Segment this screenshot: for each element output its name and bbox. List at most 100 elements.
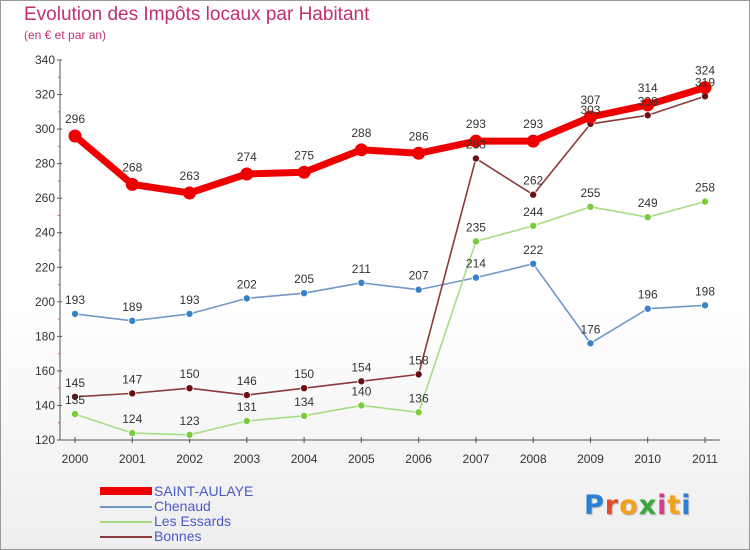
data-label: 314	[638, 81, 658, 95]
data-point	[242, 294, 251, 303]
data-label: 244	[523, 205, 543, 219]
data-point	[412, 146, 426, 160]
data-point	[357, 278, 366, 287]
data-label: 207	[409, 269, 429, 283]
page-title: Evolution des Impôts locaux par Habitant	[24, 4, 370, 25]
data-label: 222	[523, 243, 543, 257]
y-tick-label: 200	[35, 295, 55, 309]
data-label: 268	[122, 160, 142, 174]
data-point	[469, 134, 483, 148]
data-point	[643, 213, 652, 222]
x-tick-label: 2009	[577, 452, 604, 466]
logo-letter: P	[584, 490, 605, 521]
data-label: 235	[466, 220, 486, 234]
data-label: 293	[523, 117, 543, 131]
x-tick-label: 2007	[463, 452, 490, 466]
data-label: 205	[294, 272, 314, 286]
series-line	[74, 200, 706, 436]
data-point	[643, 111, 652, 120]
data-point	[701, 197, 710, 206]
data-label: 135	[65, 393, 85, 407]
x-tick-label: 2000	[62, 452, 89, 466]
data-point	[471, 273, 480, 282]
data-label: 123	[180, 414, 200, 428]
data-label: 255	[580, 186, 600, 200]
x-tick-label: 2001	[119, 452, 146, 466]
data-label: 134	[294, 395, 314, 409]
data-point	[414, 408, 423, 417]
data-label: 150	[294, 367, 314, 381]
data-point	[586, 202, 595, 211]
data-label: 214	[466, 257, 486, 271]
data-point	[471, 154, 480, 163]
data-point	[529, 190, 538, 199]
data-point	[529, 221, 538, 230]
data-point	[128, 316, 137, 325]
data-point	[414, 370, 423, 379]
data-label: 283	[466, 137, 486, 151]
data-point	[529, 259, 538, 268]
data-point	[71, 309, 80, 318]
logo-letter: o	[619, 490, 639, 521]
data-label: 303	[580, 103, 600, 117]
data-point	[701, 301, 710, 310]
data-point	[354, 143, 368, 157]
logo-letter: i	[657, 490, 668, 521]
data-label: 286	[409, 129, 429, 143]
legend-swatch-saint-aulaye	[100, 487, 152, 495]
data-label: 288	[351, 126, 371, 140]
y-tick-label: 240	[35, 226, 55, 240]
data-label: 124	[122, 412, 142, 426]
data-point	[240, 167, 254, 181]
data-label: 319	[695, 75, 715, 89]
proxiti-logo: Proxiti	[584, 490, 692, 521]
data-point	[643, 304, 652, 313]
y-tick-label: 180	[35, 329, 55, 343]
data-point	[128, 389, 137, 398]
data-point	[185, 384, 194, 393]
y-tick-label: 260	[35, 191, 55, 205]
data-label: 131	[237, 400, 257, 414]
y-tick-label: 120	[35, 433, 55, 447]
data-point	[300, 411, 309, 420]
data-label: 136	[409, 391, 429, 405]
data-label: 258	[695, 181, 715, 195]
page-subtitle: (en € et par an)	[24, 28, 107, 42]
legend-swatch-bonnes	[100, 536, 152, 538]
x-tick-label: 2003	[233, 452, 260, 466]
data-point	[300, 384, 309, 393]
data-label: 154	[351, 360, 371, 374]
data-label: 193	[65, 293, 85, 307]
data-label: 249	[638, 196, 658, 210]
y-tick-label: 320	[35, 88, 55, 102]
data-point	[583, 110, 597, 124]
data-label: 308	[638, 94, 658, 108]
x-tick-label: 2005	[348, 452, 375, 466]
data-point	[357, 401, 366, 410]
y-tick-label: 160	[35, 364, 55, 378]
data-label: 211	[352, 262, 371, 276]
logo-letter: r	[604, 490, 620, 521]
series-line	[74, 95, 706, 398]
data-label: 176	[580, 322, 600, 336]
data-label: 296	[65, 112, 85, 126]
data-point	[185, 309, 194, 318]
data-point	[183, 186, 197, 200]
data-point	[71, 392, 80, 401]
data-label: 198	[695, 284, 715, 298]
data-point	[128, 429, 137, 438]
data-point	[471, 237, 480, 246]
data-label: 150	[180, 367, 200, 381]
x-tick-label: 2002	[176, 452, 203, 466]
data-label: 147	[122, 372, 142, 386]
data-point	[125, 177, 139, 191]
data-point	[242, 391, 251, 400]
legend-swatch-les-essards	[100, 521, 152, 523]
data-label: 274	[237, 150, 257, 164]
x-tick-label: 2006	[405, 452, 432, 466]
data-label: 307	[580, 93, 600, 107]
logo-letter: t	[667, 490, 682, 521]
data-label: 202	[237, 277, 257, 291]
series-line	[72, 84, 707, 197]
legend-swatch-chenaud	[100, 506, 152, 508]
